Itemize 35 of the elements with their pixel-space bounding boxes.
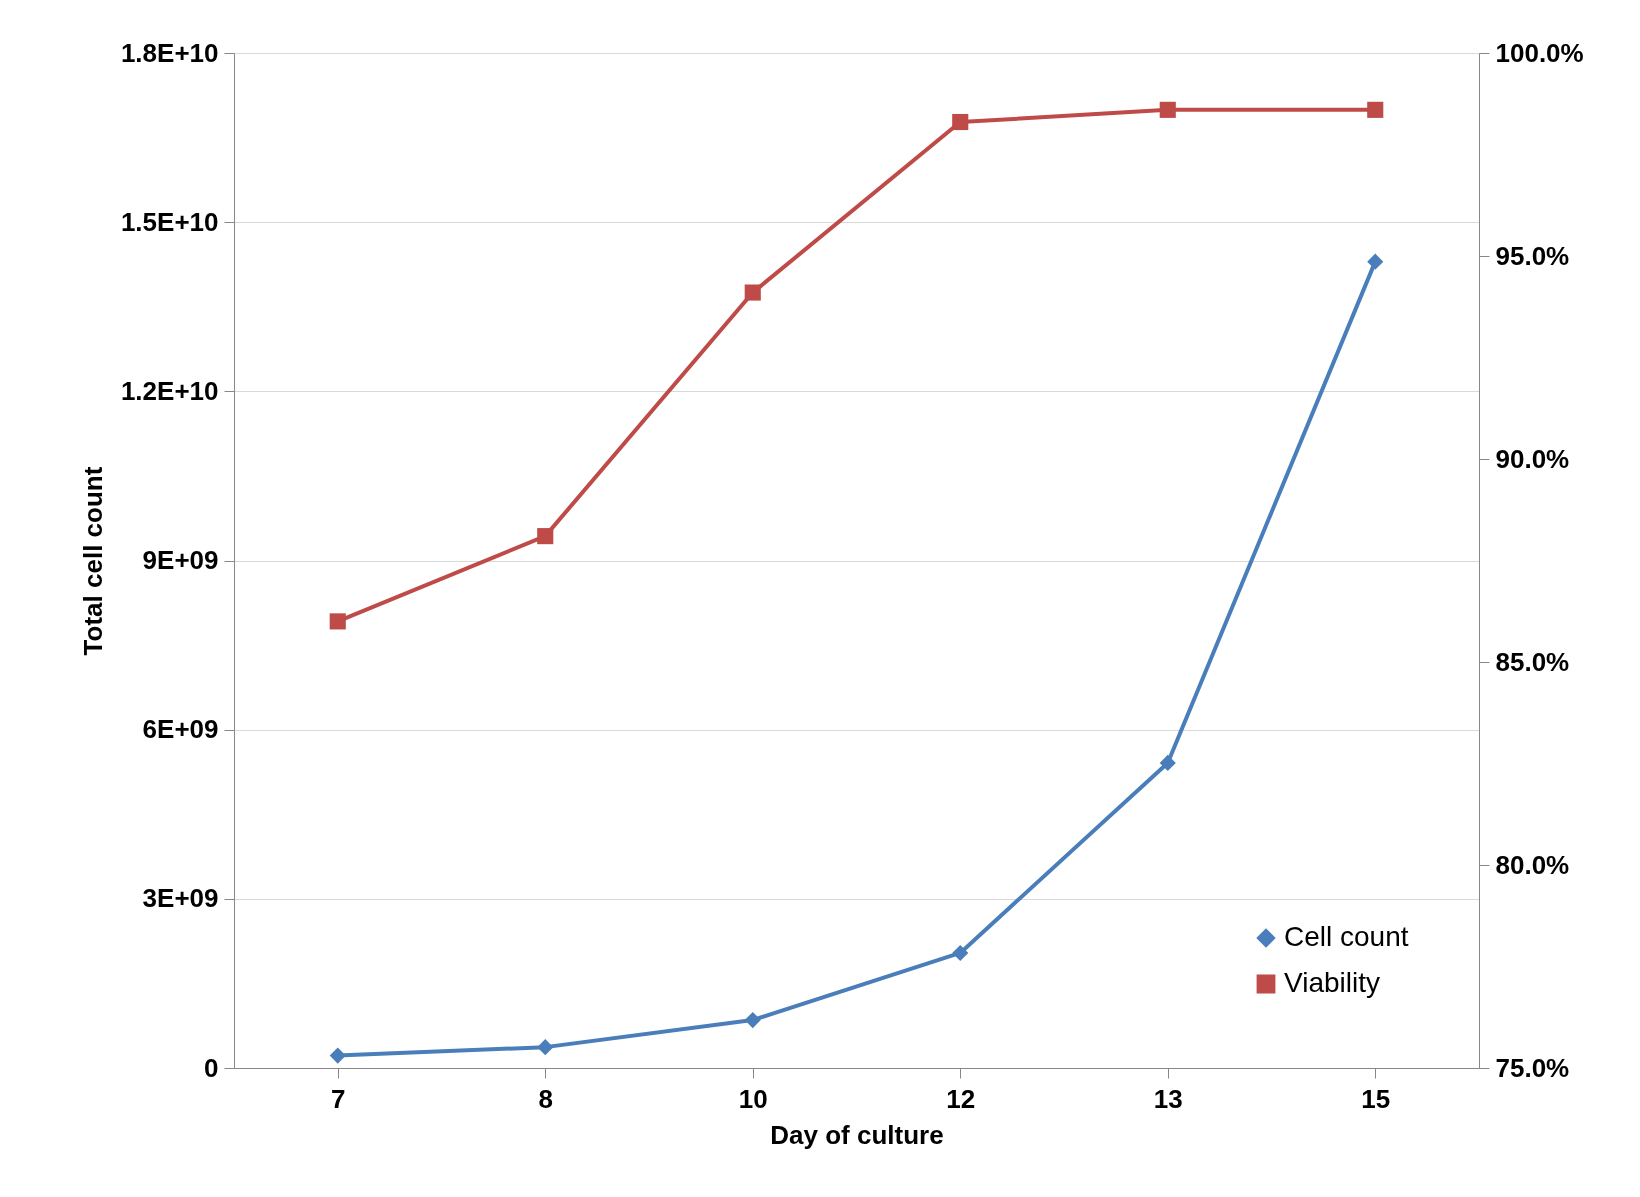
y-tick-label: 6E+09 bbox=[142, 714, 219, 745]
point bbox=[329, 613, 346, 630]
y-tick-label: 1.5E+10 bbox=[120, 206, 219, 237]
y-tick-label: 1.2E+10 bbox=[120, 375, 219, 406]
y-tick-label: 1.8E+10 bbox=[120, 37, 219, 68]
y2-tick-label: 90.0% bbox=[1495, 443, 1570, 474]
x-axis-title: Day of culture bbox=[770, 1119, 944, 1150]
point bbox=[329, 1047, 346, 1064]
y2-tick-label: 85.0% bbox=[1495, 646, 1570, 677]
point bbox=[1159, 754, 1176, 771]
y2-tick-label: 75.0% bbox=[1495, 1052, 1570, 1083]
y-tick-label: 9E+09 bbox=[142, 545, 219, 575]
point bbox=[952, 944, 969, 962]
y-axis-title: Total cell count bbox=[77, 466, 108, 656]
x-tick-label: 8 bbox=[538, 1083, 553, 1114]
point bbox=[1159, 101, 1176, 118]
point bbox=[1367, 101, 1384, 118]
x-tick-label: 12 bbox=[946, 1083, 976, 1114]
point bbox=[744, 284, 761, 301]
legend-label: Viability bbox=[1284, 967, 1380, 998]
point bbox=[537, 1039, 554, 1056]
point bbox=[744, 1012, 761, 1029]
point bbox=[952, 113, 969, 131]
y-tick-label: 0 bbox=[204, 1052, 219, 1083]
x-tick-label: 7 bbox=[331, 1083, 346, 1114]
x-tick-label: 15 bbox=[1361, 1083, 1391, 1114]
point bbox=[1367, 253, 1384, 270]
point bbox=[537, 528, 554, 545]
y2-tick-label: 95.0% bbox=[1495, 240, 1570, 271]
x-tick-label: 10 bbox=[738, 1083, 768, 1114]
y2-tick-label: 80.0% bbox=[1495, 849, 1570, 880]
x-tick-label: 13 bbox=[1153, 1083, 1183, 1114]
legend-label: Cell count bbox=[1284, 921, 1409, 952]
y-tick-label: 3E+09 bbox=[142, 883, 219, 914]
y2-tick-label: 100.0% bbox=[1495, 37, 1584, 68]
